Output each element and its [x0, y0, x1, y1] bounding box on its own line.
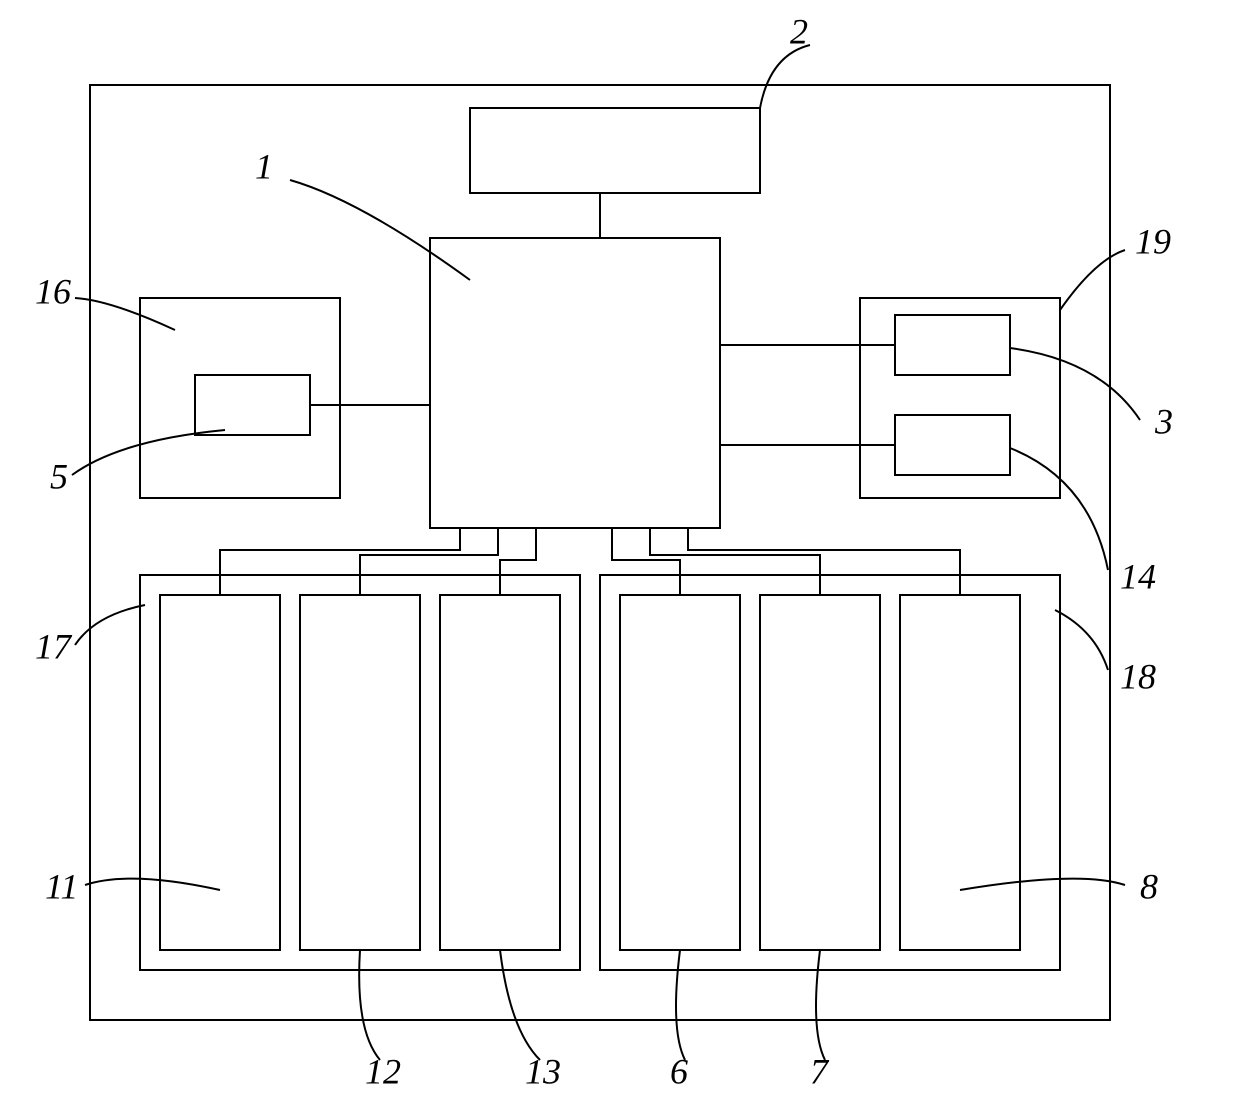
block-top [470, 108, 760, 193]
block-cell8 [900, 595, 1020, 950]
block-right_bot [895, 415, 1010, 475]
connector [500, 528, 536, 595]
block-cell11 [160, 595, 280, 950]
connector [650, 528, 820, 595]
block-right_group [860, 298, 1060, 498]
leader-n17 [75, 605, 145, 645]
block-cell13 [440, 595, 560, 950]
leader-n8 [960, 879, 1125, 890]
leader-n3 [1010, 348, 1140, 420]
leader-n7 [816, 950, 825, 1060]
leader-n18 [1055, 610, 1108, 670]
block-bank_right [600, 575, 1060, 970]
leader-n12 [359, 950, 380, 1060]
connector [688, 528, 960, 595]
label-n1: 1 [255, 146, 273, 186]
label-n3: 3 [1154, 401, 1173, 441]
leader-n2 [760, 45, 810, 108]
block-cell7 [760, 595, 880, 950]
block-right_top [895, 315, 1010, 375]
label-n19: 19 [1135, 221, 1171, 261]
label-n11: 11 [45, 866, 78, 906]
label-n13: 13 [525, 1051, 561, 1091]
label-n6: 6 [670, 1051, 688, 1091]
label-n8: 8 [1140, 866, 1158, 906]
block-cell12 [300, 595, 420, 950]
connector [360, 528, 498, 595]
block-bank_left [140, 575, 580, 970]
label-n14: 14 [1120, 556, 1156, 596]
leader-n13 [500, 950, 540, 1060]
leader-n5 [72, 430, 225, 475]
label-n2: 2 [790, 11, 808, 51]
label-n16: 16 [35, 271, 71, 311]
label-n17: 17 [35, 626, 73, 666]
leader-n1 [290, 180, 470, 280]
leader-n19 [1060, 250, 1125, 310]
block-center [430, 238, 720, 528]
leader-n6 [676, 950, 685, 1060]
label-n7: 7 [810, 1051, 830, 1091]
block-left_inner [195, 375, 310, 435]
block-cell6 [620, 595, 740, 950]
label-n12: 12 [365, 1051, 401, 1091]
leader-n11 [85, 879, 220, 890]
block-diagram: 2 1 19 16 3 5 14 17 18 11 8 12 13 6 7 [0, 0, 1240, 1108]
connector [612, 528, 680, 595]
label-n5: 5 [50, 456, 68, 496]
label-n18: 18 [1120, 656, 1156, 696]
connector [220, 528, 460, 595]
